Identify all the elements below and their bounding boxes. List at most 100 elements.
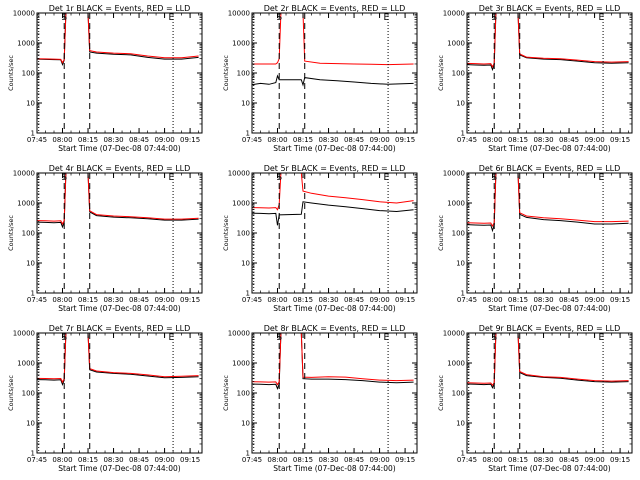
event-marker-s: S (61, 173, 67, 183)
x-axis-label: Start Time (07-Dec-08 07:44:00) (58, 304, 180, 313)
x-tick-label: 08:45 (559, 456, 579, 464)
series-line-lld (37, 333, 199, 384)
event-marker-s: S (276, 333, 282, 343)
event-marker-s: S (491, 173, 497, 183)
y-tick-label: 100 (237, 390, 250, 398)
plot-frame (251, 332, 418, 454)
plot-title: Det 1r BLACK = Events, RED = LLD (49, 4, 191, 13)
x-axis-label: Start Time (07-Dec-08 07:44:00) (488, 304, 610, 313)
plot-title: Det 3r BLACK = Events, RED = LLD (479, 4, 621, 13)
x-tick-label: 09:00 (154, 296, 174, 304)
x-tick-label: 09:00 (584, 136, 604, 144)
y-tick-label: 100 (452, 390, 465, 398)
plot-title: Det 7r BLACK = Events, RED = LLD (49, 324, 191, 333)
x-tick-label: 07:45 (457, 136, 477, 144)
x-tick-label: 08:15 (508, 296, 528, 304)
x-tick-label: 08:30 (533, 456, 553, 464)
y-axis-label: Counts/sec (222, 215, 230, 251)
x-axis-label: Start Time (07-Dec-08 07:44:00) (58, 464, 180, 473)
y-tick-label: 10 (241, 260, 250, 268)
y-tick-label: 10000 (443, 330, 465, 338)
y-tick-label: 10000 (228, 330, 250, 338)
y-tick-label: 1000 (232, 360, 250, 368)
y-tick-label: 10000 (13, 10, 35, 18)
y-tick-label: 100 (237, 70, 250, 78)
y-tick-label: 1000 (17, 40, 35, 48)
plot-panel-7: 1 10 100 1000 10000 07:45 08:00 08:15 08:30 08:45… (7, 324, 203, 473)
series-line-events (252, 74, 414, 87)
x-tick-label: 07:45 (457, 456, 477, 464)
y-tick-label: 1000 (447, 40, 465, 48)
plot-panel-5: 1 10 100 1000 10000 07:45 08:00 08:15 08:30 08:45… (222, 164, 418, 313)
x-tick-label: 09:15 (610, 136, 630, 144)
x-tick-label: 08:15 (293, 296, 313, 304)
plot-title: Det 4r BLACK = Events, RED = LLD (49, 164, 191, 173)
x-tick-label: 08:45 (344, 136, 364, 144)
x-tick-label: 08:45 (129, 136, 149, 144)
y-tick-label: 10000 (13, 330, 35, 338)
x-tick-label: 08:00 (482, 456, 502, 464)
event-marker-s: S (491, 333, 497, 343)
series-line-lld (467, 173, 629, 228)
x-tick-label: 08:00 (267, 456, 287, 464)
event-marker-e: E (384, 173, 390, 183)
event-marker-e: E (384, 333, 390, 343)
x-tick-label: 08:15 (78, 296, 98, 304)
series-line-lld (252, 333, 414, 386)
y-tick-label: 1 (31, 130, 35, 138)
event-marker-s: S (276, 173, 282, 183)
y-tick-label: 10 (456, 100, 465, 108)
x-tick-label: 09:15 (395, 136, 415, 144)
x-tick-label: 09:15 (610, 456, 630, 464)
x-tick-label: 08:15 (293, 136, 313, 144)
event-marker-e: E (169, 333, 175, 343)
event-marker-e: E (169, 173, 175, 183)
plot-panel-1: 1 10 100 1000 10000 07:45 08:00 08:15 08:30 08:45… (7, 4, 203, 153)
x-tick-label: 09:00 (584, 296, 604, 304)
x-tick-label: 07:45 (27, 136, 47, 144)
x-tick-label: 08:45 (559, 136, 579, 144)
x-tick-label: 07:45 (27, 296, 47, 304)
plot-frame (466, 172, 633, 294)
x-tick-label: 08:30 (103, 296, 123, 304)
y-axis-label: Counts/sec (222, 55, 230, 91)
plot-frame (251, 172, 418, 294)
y-tick-label: 10 (26, 260, 35, 268)
series-line-lld (252, 13, 414, 66)
x-tick-label: 08:00 (482, 296, 502, 304)
plot-panel-4: 1 10 100 1000 10000 07:45 08:00 08:15 08:30 08:45… (7, 164, 203, 313)
plot-frame (36, 12, 203, 134)
plot-frame (466, 12, 633, 134)
y-axis-label: Counts/sec (7, 55, 15, 91)
x-axis-label: Start Time (07-Dec-08 07:44:00) (273, 304, 395, 313)
x-tick-label: 08:30 (533, 296, 553, 304)
y-tick-label: 1 (246, 130, 250, 138)
y-tick-label: 1000 (232, 40, 250, 48)
x-axis-label: Start Time (07-Dec-08 07:44:00) (488, 144, 610, 153)
y-tick-label: 10000 (13, 170, 35, 178)
y-tick-label: 1 (246, 450, 250, 458)
y-tick-label: 10 (26, 420, 35, 428)
x-tick-label: 08:15 (508, 136, 528, 144)
x-tick-label: 08:30 (318, 296, 338, 304)
x-tick-label: 09:00 (369, 456, 389, 464)
y-tick-label: 10 (241, 420, 250, 428)
y-tick-label: 100 (22, 230, 35, 238)
x-axis-label: Start Time (07-Dec-08 07:44:00) (58, 144, 180, 153)
x-tick-label: 09:00 (584, 456, 604, 464)
y-axis-label: Counts/sec (222, 375, 230, 411)
x-tick-label: 08:45 (129, 296, 149, 304)
x-tick-label: 07:45 (457, 296, 477, 304)
plot-frame (36, 332, 203, 454)
x-tick-label: 07:45 (242, 296, 262, 304)
x-tick-label: 09:15 (395, 456, 415, 464)
event-marker-s: S (276, 13, 282, 23)
plot-title: Det 8r BLACK = Events, RED = LLD (264, 324, 406, 333)
x-tick-label: 08:00 (52, 456, 72, 464)
y-axis-label: Counts/sec (437, 55, 445, 91)
x-tick-label: 08:30 (318, 136, 338, 144)
x-tick-label: 08:00 (482, 136, 502, 144)
y-tick-label: 100 (452, 70, 465, 78)
x-tick-label: 08:30 (103, 456, 123, 464)
